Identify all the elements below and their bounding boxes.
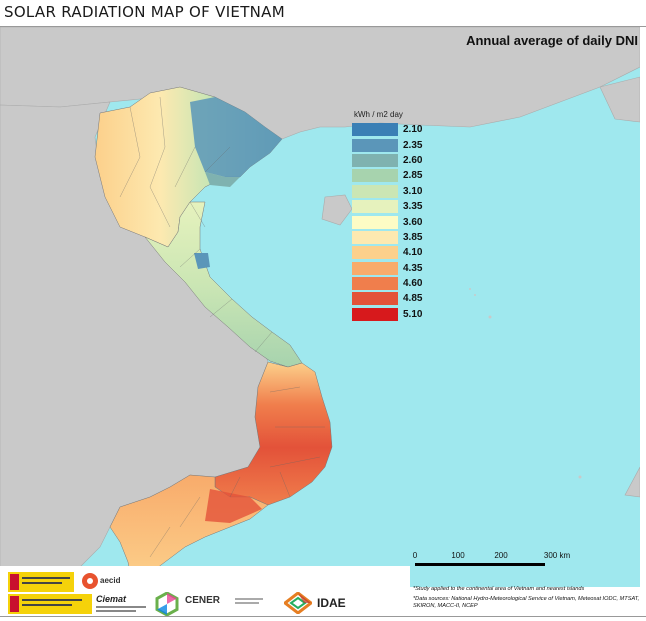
legend-swatch xyxy=(352,261,398,275)
legend-item: 4.85 xyxy=(352,291,422,306)
vietnam-north-central xyxy=(144,201,303,368)
legend-swatch xyxy=(352,292,398,306)
legend-label: 2.85 xyxy=(403,170,423,182)
vietnam-northeast-edge xyxy=(205,172,240,187)
legend-item: 3.10 xyxy=(352,184,422,199)
idae-diamond-icon xyxy=(282,591,314,615)
idae-logo: IDAE xyxy=(282,591,370,616)
legend-label: 4.10 xyxy=(403,247,423,259)
title-divider xyxy=(0,26,646,27)
legend-item: 5.10 xyxy=(352,307,422,322)
legend-item: 2.35 xyxy=(352,137,422,152)
legend-item: 2.85 xyxy=(352,168,422,183)
legend-label: 3.10 xyxy=(403,185,423,197)
legend-swatch xyxy=(352,230,398,244)
borneo-coast xyxy=(624,466,640,498)
page-title: SOLAR RADIATION MAP OF VIETNAM xyxy=(4,3,285,21)
legend-label: 4.60 xyxy=(403,278,423,290)
legend-item: 4.60 xyxy=(352,276,422,291)
legend-label: 3.60 xyxy=(403,216,423,228)
legend-item: 2.60 xyxy=(352,153,422,168)
scale-label: 300 km xyxy=(543,551,571,560)
aecid-label: aecid xyxy=(100,576,121,585)
legend-swatch xyxy=(352,153,398,167)
cener-logo: CENER xyxy=(155,591,265,617)
legend-swatch xyxy=(352,123,398,137)
scale-bar: 0 100 200 300 km xyxy=(412,551,612,575)
scale-label: 0 xyxy=(412,551,418,560)
scale-label: 100 xyxy=(451,551,465,560)
paracel-islands xyxy=(488,315,492,319)
legend-label: 4.85 xyxy=(403,293,423,305)
spain-crest-icon xyxy=(10,596,19,612)
legend-label: 5.10 xyxy=(403,308,423,320)
legend-item: 3.60 xyxy=(352,214,422,229)
legend-unit: kWh / m2 day xyxy=(354,110,403,119)
spratly-islands xyxy=(578,475,582,479)
spain-gov-logo-2 xyxy=(8,594,92,614)
legend-label: 4.35 xyxy=(403,262,423,274)
legend: kWh / m2 day 2.10 2.35 2.60 2.85 3.10 3.… xyxy=(352,110,422,322)
map xyxy=(0,27,640,587)
legend-label: 3.85 xyxy=(403,231,423,243)
vietnam-northeast xyxy=(190,97,282,177)
note-sources: *Data sources: National Hydro-Meteorolog… xyxy=(413,596,640,609)
note-study: *Study applied to the continental area o… xyxy=(413,586,585,592)
island-dot xyxy=(474,294,476,296)
province-borders xyxy=(119,96,325,558)
scale-bar-line xyxy=(415,563,545,566)
scale-labels: 0 100 200 300 km xyxy=(412,551,612,561)
legend-swatch xyxy=(352,138,398,152)
legend-item: 4.10 xyxy=(352,245,422,260)
logos-bar: aecid Ciemat CENER xyxy=(0,566,410,618)
ciemat-logo: Ciemat xyxy=(96,594,150,614)
taiwan-coast xyxy=(599,76,640,123)
spain-gov-logo-1 xyxy=(8,572,74,592)
cener-hexagon-icon xyxy=(155,591,179,617)
legend-swatch xyxy=(352,307,398,321)
legend-items: 2.10 2.35 2.60 2.85 3.10 3.35 3.60 3.85 … xyxy=(352,122,422,322)
spain-crest-icon xyxy=(10,574,19,590)
vietnam-south-central xyxy=(214,361,333,506)
legend-item: 3.35 xyxy=(352,199,422,214)
legend-swatch xyxy=(352,277,398,291)
notes: *Study applied to the continental area o… xyxy=(413,586,641,613)
legend-swatch xyxy=(352,200,398,214)
idae-label: IDAE xyxy=(317,596,346,610)
legend-swatch xyxy=(352,184,398,198)
land-north xyxy=(0,27,640,146)
legend-item: 4.35 xyxy=(352,261,422,276)
island-dot xyxy=(469,288,471,290)
ciemat-label: Ciemat xyxy=(96,594,127,604)
legend-label: 3.35 xyxy=(403,201,423,213)
hainan-island xyxy=(321,194,353,226)
legend-swatch xyxy=(352,215,398,229)
vietnam-central-blue-spot xyxy=(194,253,210,269)
aecid-logo: aecid xyxy=(82,572,132,592)
legend-item: 2.10 xyxy=(352,122,422,137)
scale-label: 200 xyxy=(494,551,508,560)
map-subtitle: Annual average of daily DNI xyxy=(466,33,638,48)
legend-swatch xyxy=(352,169,398,183)
legend-label: 2.60 xyxy=(403,154,423,166)
cener-label: CENER xyxy=(185,595,221,606)
legend-label: 2.35 xyxy=(403,139,423,151)
legend-item: 3.85 xyxy=(352,230,422,245)
vietnam-southeast-hotspot xyxy=(205,489,262,523)
bottom-divider xyxy=(0,616,646,617)
legend-label: 2.10 xyxy=(403,124,423,136)
legend-swatch xyxy=(352,246,398,260)
